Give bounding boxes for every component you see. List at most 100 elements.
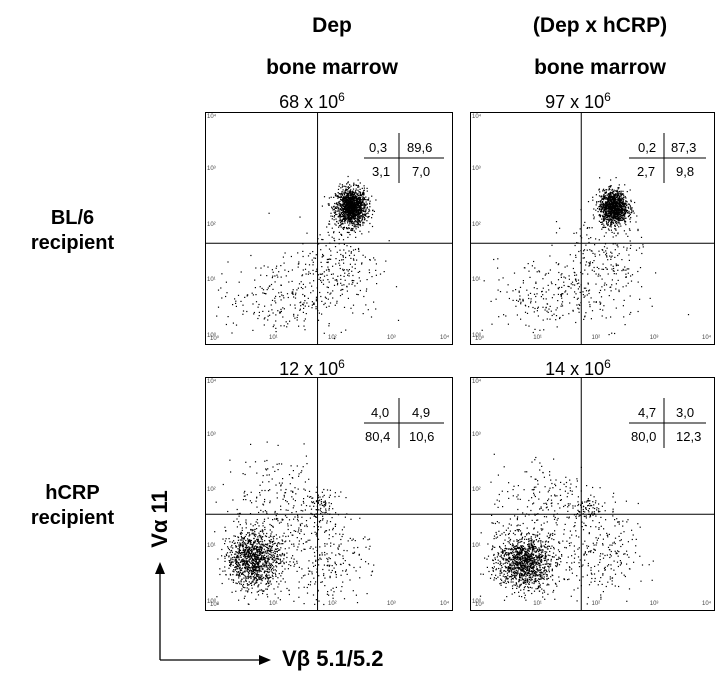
- event-dot: [255, 567, 257, 569]
- event-dot: [610, 264, 612, 266]
- cell-count-bl6-dep-exp: 6: [338, 90, 345, 104]
- event-dot: [255, 521, 257, 523]
- event-dot: [237, 556, 239, 559]
- event-dot: [357, 203, 360, 205]
- event-dot: [356, 193, 358, 195]
- event-dot: [348, 201, 350, 204]
- event-dot: [260, 565, 262, 568]
- event-dot: [348, 205, 350, 207]
- event-dot: [231, 549, 233, 552]
- event-dot: [243, 597, 245, 599]
- event-dot: [585, 261, 588, 263]
- event-dot: [356, 224, 358, 226]
- event-dot: [264, 560, 267, 562]
- event-dot: [248, 546, 250, 549]
- event-dot: [551, 283, 553, 285]
- event-dot: [363, 222, 365, 224]
- event-dot: [518, 290, 520, 292]
- event-dot: [347, 203, 349, 205]
- event-dot: [606, 255, 608, 257]
- event-dot: [247, 590, 249, 592]
- event-dot: [353, 215, 355, 217]
- event-dot: [535, 301, 537, 303]
- event-dot: [286, 552, 288, 554]
- event-dot: [548, 289, 550, 291]
- event-dot: [255, 301, 258, 303]
- event-dot: [604, 204, 606, 206]
- event-dot: [299, 532, 301, 535]
- event-dot: [600, 203, 602, 205]
- event-dot: [324, 296, 326, 298]
- event-dot: [364, 205, 366, 207]
- event-dot: [331, 552, 333, 554]
- event-dot: [335, 210, 337, 212]
- x-tick-label: 10⁰: [210, 336, 220, 342]
- event-dot: [613, 217, 615, 219]
- event-dot: [258, 576, 260, 578]
- event-dot: [289, 561, 291, 563]
- event-dot: [289, 304, 291, 306]
- event-dot: [532, 331, 534, 334]
- event-dot: [277, 577, 279, 579]
- event-dot: [590, 250, 592, 252]
- event-dot: [279, 543, 281, 545]
- event-dot: [349, 218, 351, 220]
- event-dot: [368, 210, 370, 212]
- event-dot: [355, 200, 357, 203]
- event-dot: [339, 215, 341, 217]
- event-dot: [344, 560, 346, 562]
- event-dot: [256, 556, 258, 558]
- event-dot: [280, 547, 282, 549]
- event-dot: [343, 262, 345, 264]
- event-dot: [636, 215, 638, 217]
- event-dot: [250, 557, 252, 559]
- event-dot: [613, 209, 615, 211]
- event-dot: [245, 539, 247, 542]
- event-dot: [367, 563, 370, 565]
- event-dot: [224, 557, 226, 559]
- event-dot: [226, 292, 228, 294]
- event-dot: [361, 218, 363, 220]
- event-dot: [613, 212, 615, 214]
- event-dot: [605, 250, 607, 252]
- event-dot: [579, 304, 581, 306]
- event-dot: [270, 541, 272, 543]
- event-dot: [281, 543, 283, 545]
- event-dot: [603, 219, 605, 221]
- event-dot: [362, 224, 364, 226]
- event-dot: [341, 293, 343, 295]
- event-dot: [230, 565, 232, 567]
- event-dot: [231, 544, 233, 547]
- event-dot: [609, 197, 611, 199]
- event-dot: [343, 218, 345, 220]
- event-dot: [286, 587, 288, 590]
- event-dot: [542, 306, 544, 308]
- event-dot: [245, 561, 247, 563]
- event-dot: [564, 277, 567, 279]
- event-dot: [541, 291, 543, 293]
- event-dot: [594, 253, 596, 255]
- event-dot: [604, 190, 606, 192]
- event-dot: [343, 200, 345, 202]
- event-dot: [354, 192, 356, 194]
- event-dot: [358, 206, 360, 208]
- event-dot: [272, 271, 274, 273]
- event-dot: [600, 200, 602, 202]
- event-dot: [268, 547, 270, 549]
- event-dot: [341, 186, 343, 188]
- event-dot: [292, 561, 295, 563]
- event-dot: [618, 220, 621, 222]
- event-dot: [283, 308, 285, 310]
- event-dot: [615, 265, 617, 267]
- event-dot: [619, 216, 621, 218]
- event-dot: [244, 551, 246, 553]
- event-dot: [315, 559, 317, 561]
- event-dot: [322, 253, 324, 256]
- event-dot: [352, 552, 354, 554]
- event-dot: [348, 563, 350, 566]
- event-dot: [350, 195, 353, 197]
- event-dot: [252, 544, 254, 547]
- event-dot: [612, 209, 614, 211]
- event-dot: [247, 567, 249, 569]
- event-dot: [574, 244, 576, 247]
